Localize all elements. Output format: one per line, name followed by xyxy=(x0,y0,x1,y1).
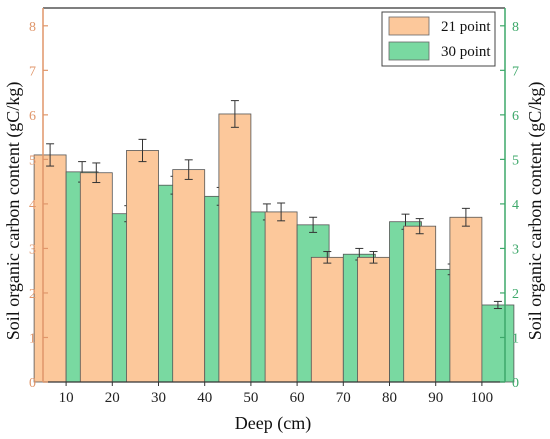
y-tick-label-right-8: 8 xyxy=(512,20,519,35)
y-axis-title-left: Soil organic carbon content (gC/kg) xyxy=(3,82,24,341)
x-tick-label-20: 20 xyxy=(105,390,120,406)
bar-s1-100 xyxy=(449,216,483,383)
x-axis-title: Deep (cm) xyxy=(235,413,311,434)
error-bar-s1-70 xyxy=(323,251,332,264)
y-tick-label-right-0: 0 xyxy=(512,376,519,391)
x-tick-label-100: 100 xyxy=(471,390,494,406)
y-tick-label-left-8: 8 xyxy=(29,20,36,35)
y-tick-label-right-5: 5 xyxy=(512,153,519,168)
x-tick-label-10: 10 xyxy=(59,390,74,406)
bar-s1-20 xyxy=(79,172,113,383)
y-tick-label-left-5: 5 xyxy=(29,153,36,168)
x-tick-label-40: 40 xyxy=(197,390,212,406)
y-tick-label-right-3: 3 xyxy=(512,242,519,257)
bar-s1-70 xyxy=(310,256,344,383)
x-tick-label-60: 60 xyxy=(290,390,305,406)
error-bar-s1-40 xyxy=(184,159,193,180)
x-tick-label-70: 70 xyxy=(336,390,351,406)
bar-s1-10 xyxy=(33,154,67,383)
y-tick-label-left-6: 6 xyxy=(29,109,36,124)
bar-s1-40 xyxy=(172,169,206,383)
y-axis-title-right: Soil organic carbon content (gC/kg) xyxy=(525,82,546,341)
error-bar-s2-60 xyxy=(309,216,318,233)
y-tick-label-right-6: 6 xyxy=(512,109,519,124)
x-tick-label-50: 50 xyxy=(243,390,258,406)
error-bar-s1-60 xyxy=(277,202,286,222)
legend-label-series-2: 30 point xyxy=(441,44,491,60)
bar-s1-60 xyxy=(264,211,298,383)
x-tick-label-30: 30 xyxy=(151,390,166,406)
bar-s1-30 xyxy=(126,150,159,383)
legend-label-series-1: 21 point xyxy=(441,19,491,35)
error-bar-s1-20 xyxy=(92,162,101,184)
legend: 21 point 30 point xyxy=(381,11,496,67)
error-bar-s1-10 xyxy=(46,143,55,167)
error-bar-s1-90 xyxy=(415,218,424,235)
bar-s1-80 xyxy=(357,256,390,383)
error-bar-s2-100 xyxy=(493,300,502,310)
error-bar-s1-100 xyxy=(461,207,470,227)
x-tick-label-80: 80 xyxy=(382,390,397,406)
y-tick-label-right-7: 7 xyxy=(512,64,519,79)
y-tick-label-right-2: 2 xyxy=(512,287,519,302)
y-tick-label-left-7: 7 xyxy=(29,64,36,79)
y-tick-label-left-1: 1 xyxy=(29,331,36,346)
y-tick-label-right-4: 4 xyxy=(512,198,519,213)
y-tick-label-right-1: 1 xyxy=(512,331,519,346)
legend-swatch-series-2 xyxy=(388,41,430,61)
y-tick-label-left-4: 4 xyxy=(29,198,36,213)
x-tick-label-90: 90 xyxy=(428,390,443,406)
y-tick-label-left-0: 0 xyxy=(29,376,36,391)
y-tick-label-left-2: 2 xyxy=(29,287,36,302)
bar-s1-90 xyxy=(403,225,437,383)
ticks-layer: 10 20 30 40 50 60 70 80 90 100 0 0 1 1 2 2 3 3 4 4 5 5 6 6 7 7 8 8 xyxy=(29,20,519,406)
bars-layer xyxy=(33,100,515,383)
bar-s1-50 xyxy=(218,113,252,383)
y-tick-label-left-3: 3 xyxy=(29,242,36,257)
error-bar-s1-30 xyxy=(138,138,147,163)
error-bar-s1-80 xyxy=(369,251,378,264)
error-bar-s1-50 xyxy=(230,100,239,128)
legend-swatch-series-1 xyxy=(388,16,430,36)
bar-s2-100 xyxy=(481,304,515,383)
